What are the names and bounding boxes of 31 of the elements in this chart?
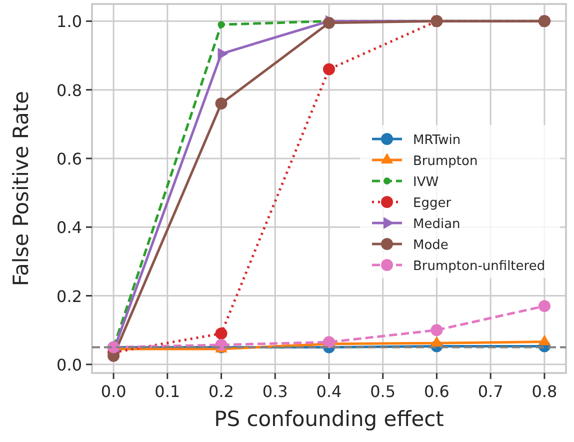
point	[538, 300, 550, 312]
point	[430, 324, 443, 336]
y-tick-label: 0.8	[56, 80, 82, 100]
legend-label: Median	[413, 217, 460, 232]
legend-label: Egger	[413, 196, 452, 211]
x-tick-label: 0.7	[478, 382, 504, 401]
x-axis-title: PS confounding effect	[214, 407, 444, 431]
point	[215, 328, 228, 340]
point	[323, 63, 335, 76]
y-tick-label: 0.0	[56, 355, 82, 374]
y-axis-title: False Positive Rate	[9, 90, 33, 286]
x-tick-label: 0.4	[316, 382, 342, 401]
y-tick-label: 0.2	[56, 286, 82, 306]
x-tick-label: 0.8	[532, 382, 558, 401]
legend-label: MRTwin	[413, 133, 461, 148]
point	[218, 21, 225, 28]
x-tick-label: 0.5	[370, 382, 396, 401]
x-tick-label: 0.2	[208, 382, 234, 401]
y-tick-label: 0.4	[56, 218, 82, 238]
legend-label: Brumpton	[413, 154, 478, 169]
legend-label: IVW	[413, 175, 439, 190]
legend-label: Mode	[413, 238, 448, 253]
point	[215, 98, 228, 110]
legend-label: Brumpton-unfiltered	[413, 259, 546, 274]
point	[323, 16, 335, 29]
x-tick-label: 0.1	[154, 382, 180, 401]
y-tick-label: 1.0	[56, 12, 82, 32]
y-tick-label: 0.6	[56, 149, 82, 168]
x-tick-label: 0.3	[262, 382, 288, 401]
x-tick-label: 0.6	[424, 382, 450, 401]
x-tick-label: 0.0	[100, 382, 126, 401]
